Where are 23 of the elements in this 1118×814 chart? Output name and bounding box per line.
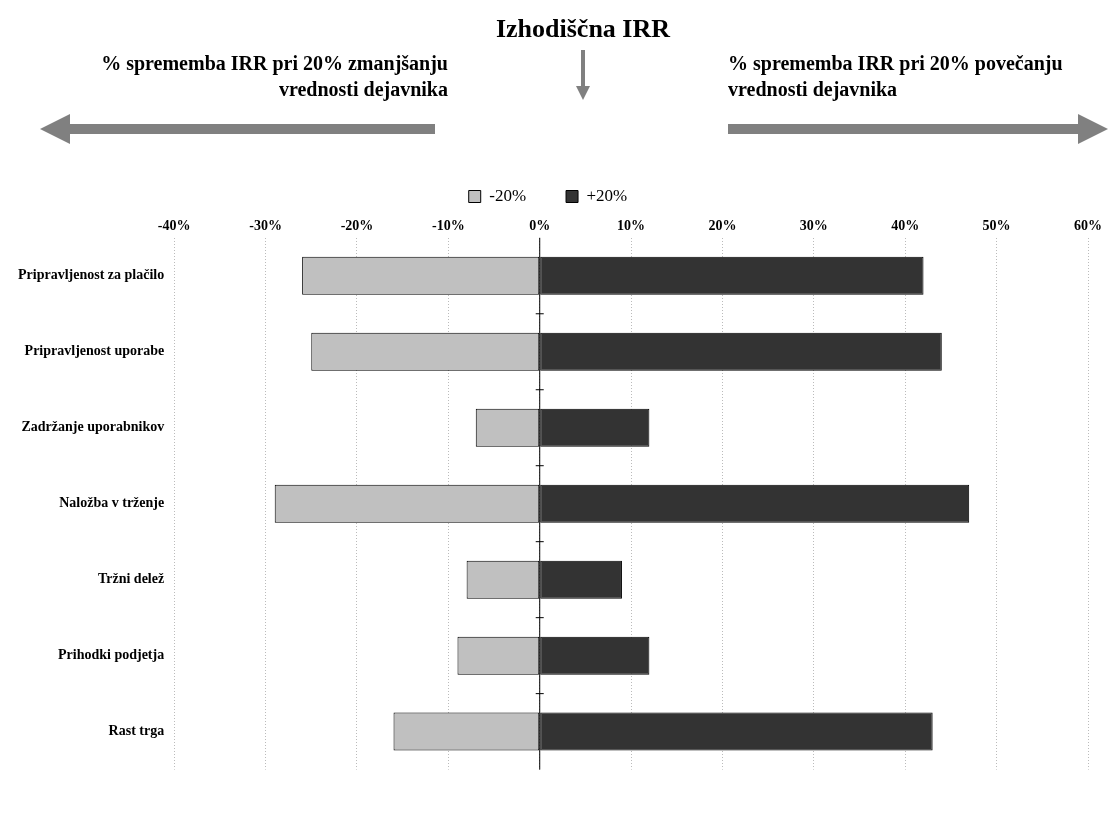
y-tick-label: Pripravljenost uporabe (24, 343, 165, 359)
x-tick-label: 20% (708, 218, 737, 234)
x-tick-label: 10% (617, 218, 646, 234)
y-tick-label: Rast trga (108, 723, 165, 739)
y-tick-label: Naložba v trženje (59, 495, 165, 511)
x-tick-label: -20% (340, 218, 374, 234)
text: % sprememba IRR pri 20% povečanju vrednosti dejavnika (728, 51, 1064, 102)
legend-label: -20% (489, 185, 527, 205)
x-tick-label: -30% (249, 218, 282, 234)
text: % sprememba IRR pri 20% zmanjšanju vrednosti dejavnika (100, 51, 448, 102)
x-tick-label: 30% (799, 218, 828, 234)
y-tick-label: Pripravljenost za plačilo (18, 267, 165, 283)
y-tick-label: Zadržanje uporabnikov (21, 419, 165, 435)
y-tick-label: Prihodki podjetja (58, 647, 165, 663)
x-tick-label: -10% (432, 218, 465, 234)
x-tick-label: 50% (982, 218, 1011, 234)
x-tick-label: -40% (157, 218, 191, 234)
x-tick-label: 60% (1074, 218, 1102, 234)
y-tick-label: Tržni delež (97, 571, 165, 587)
x-tick-label: 0% (529, 218, 551, 234)
x-tick-label: 40% (891, 218, 920, 234)
legend-label: +20% (586, 185, 628, 205)
chart-title: Izhodiščna IRR (494, 13, 672, 45)
